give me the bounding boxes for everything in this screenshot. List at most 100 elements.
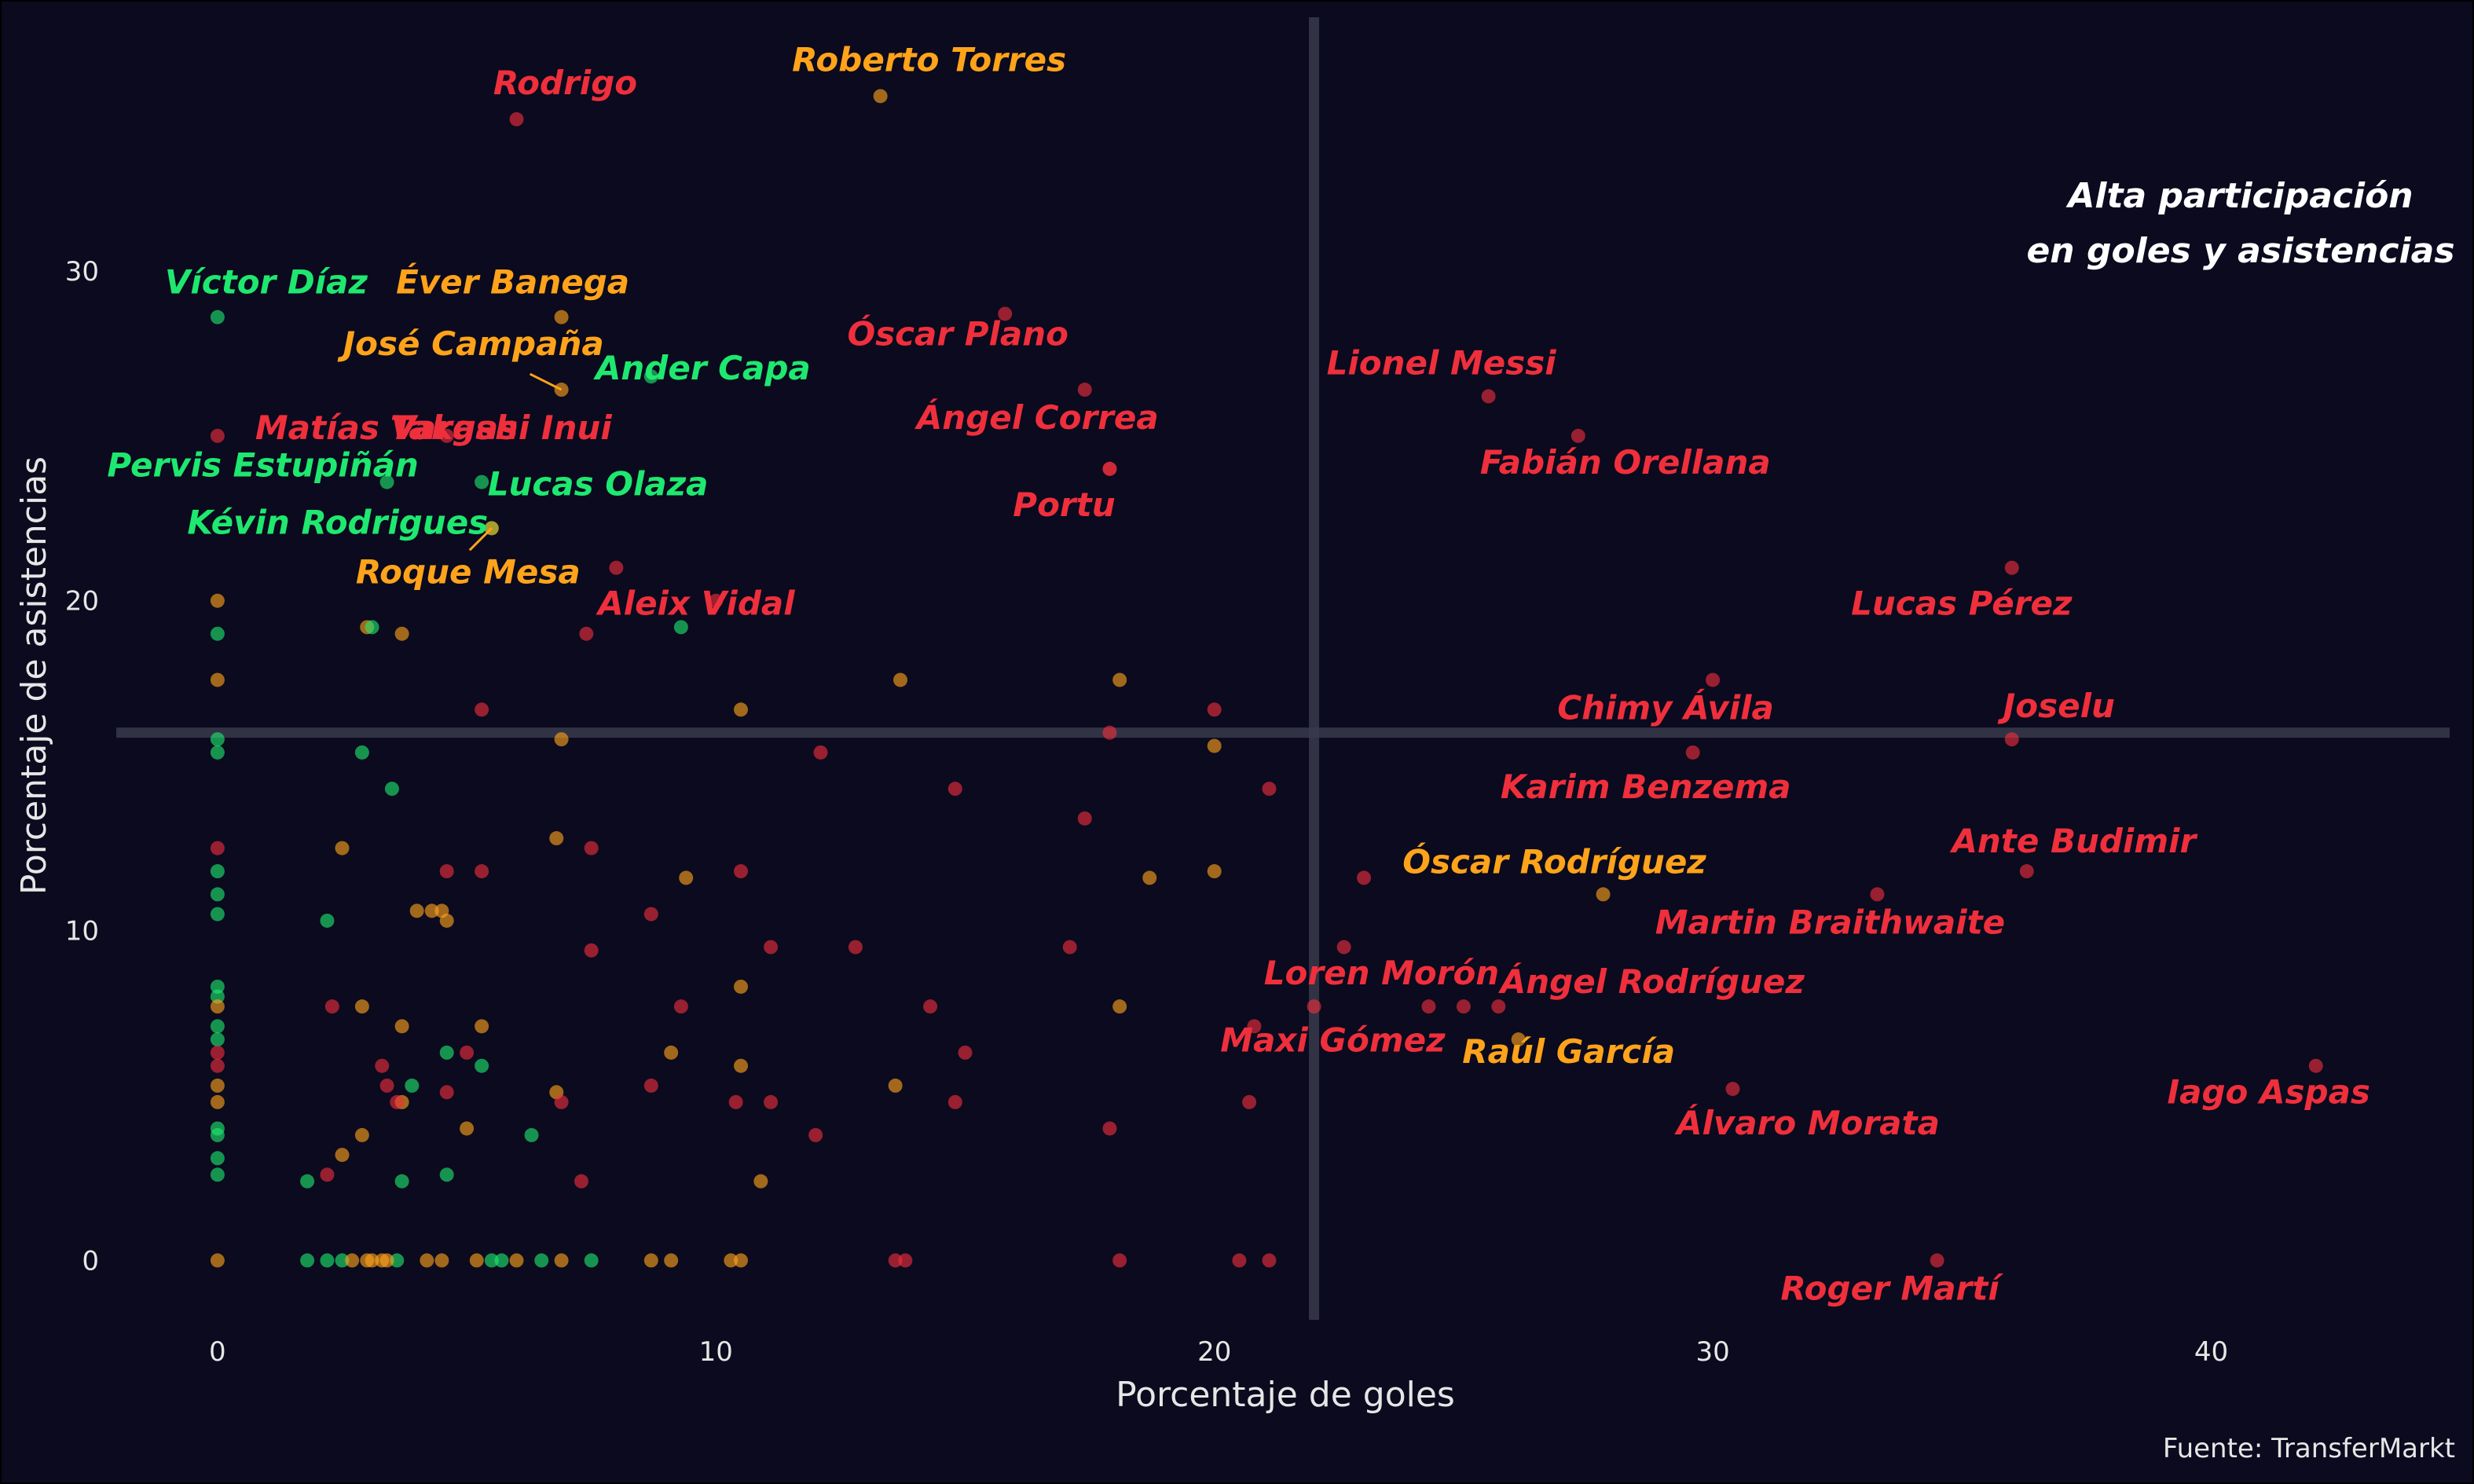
data-point [1571, 428, 1585, 443]
data-point [1112, 999, 1127, 1014]
data-point [1456, 999, 1471, 1014]
data-point [664, 1045, 679, 1060]
data-point [390, 1094, 405, 1109]
quadrant-annotation-line-2: en goles y asistencias [2026, 231, 2454, 271]
data-point [764, 1094, 779, 1109]
data-point [1142, 870, 1157, 885]
data-point [434, 903, 449, 918]
data-point [320, 1253, 335, 1268]
data-point [673, 620, 688, 635]
point-label: Karim Benzema [1501, 768, 1791, 806]
data-point [439, 1167, 454, 1182]
data-point [210, 887, 225, 902]
data-point [584, 841, 599, 856]
point-label: Álvaro Morata [1674, 1103, 1940, 1142]
data-point [1307, 999, 1321, 1014]
data-point [375, 1058, 390, 1073]
data-point [524, 1127, 539, 1142]
x-tick-label: 40 [2194, 1336, 2228, 1368]
data-point [1207, 864, 1222, 879]
x-tick-label: 30 [1695, 1336, 1729, 1368]
data-point [484, 1253, 499, 1268]
data-point [813, 745, 828, 760]
data-point [439, 1085, 454, 1100]
point-label: Ángel Correa [914, 398, 1159, 437]
data-point [1112, 1253, 1127, 1268]
data-point [475, 702, 489, 717]
point-label: Loren Morón [1264, 954, 1499, 992]
data-point [409, 903, 424, 918]
data-point [365, 1253, 379, 1268]
data-point [873, 89, 888, 104]
point-label: Pervis Estupiñán [107, 446, 419, 485]
data-point [475, 1058, 489, 1073]
y-axis-title: Porcentaje de asistencias [14, 456, 54, 895]
data-point [210, 1127, 225, 1142]
data-point [753, 1174, 768, 1189]
point-label: Óscar Plano [847, 313, 1068, 353]
data-point [1207, 702, 1222, 717]
data-point [210, 979, 225, 994]
data-point [1102, 725, 1117, 740]
data-point [1232, 1253, 1247, 1268]
point-label: Chimy Ávila [1557, 687, 1774, 727]
point-label: Ante Budimir [1949, 822, 2197, 860]
data-point [643, 1253, 658, 1268]
point-label: Ander Capa [593, 349, 811, 387]
point-label: Roger Martí [1780, 1269, 2003, 1307]
point-label: Óscar Rodríguez [1402, 841, 1706, 881]
data-point [354, 745, 369, 760]
data-point [1706, 672, 1721, 687]
data-point [394, 626, 409, 641]
data-point [354, 1127, 369, 1142]
data-point [335, 1148, 350, 1163]
data-point [210, 626, 225, 641]
data-point [384, 782, 399, 797]
point-label: Roque Mesa [356, 552, 581, 591]
data-point [848, 940, 863, 955]
data-point [923, 999, 938, 1014]
data-point [210, 864, 225, 879]
data-point [365, 620, 379, 635]
data-point [764, 940, 779, 955]
y-tick-label: 0 [82, 1245, 99, 1277]
point-label: Lionel Messi [1327, 343, 1557, 382]
data-point [210, 1253, 225, 1268]
data-point [1930, 1253, 1944, 1268]
data-point [1077, 811, 1092, 826]
data-point [734, 702, 749, 717]
data-point [210, 593, 225, 608]
data-point [808, 1127, 823, 1142]
source-caption: Fuente: TransferMarkt [2163, 1433, 2455, 1464]
x-tick-label: 20 [1197, 1336, 1231, 1368]
data-point [475, 1019, 489, 1034]
data-point [1725, 1082, 1740, 1097]
data-point [1262, 782, 1277, 797]
data-point [579, 626, 594, 641]
data-point [300, 1174, 315, 1189]
data-point [898, 1253, 913, 1268]
data-point [394, 1019, 409, 1034]
point-label: Roberto Torres [792, 40, 1066, 79]
data-point [439, 1045, 454, 1060]
data-point [584, 1253, 599, 1268]
y-tick-label: 20 [65, 586, 99, 617]
point-label: Lucas Pérez [1851, 584, 2073, 623]
x-tick-label: 10 [699, 1336, 733, 1368]
data-point [335, 1253, 350, 1268]
point-labels: Roberto Torres Rodrigo Víctor Díaz Éver Ban… [107, 40, 2370, 1307]
data-point [469, 1253, 484, 1268]
data-point [509, 1253, 524, 1268]
data-point [210, 841, 225, 856]
data-point [210, 1019, 225, 1034]
data-point [1207, 738, 1222, 753]
data-point [724, 1253, 739, 1268]
data-point [1870, 887, 1885, 902]
data-points [210, 89, 2323, 1268]
data-point [554, 732, 569, 747]
data-point [320, 913, 335, 928]
data-point [643, 369, 658, 384]
data-point [534, 1253, 549, 1268]
point-label: Víctor Díaz [165, 263, 368, 302]
